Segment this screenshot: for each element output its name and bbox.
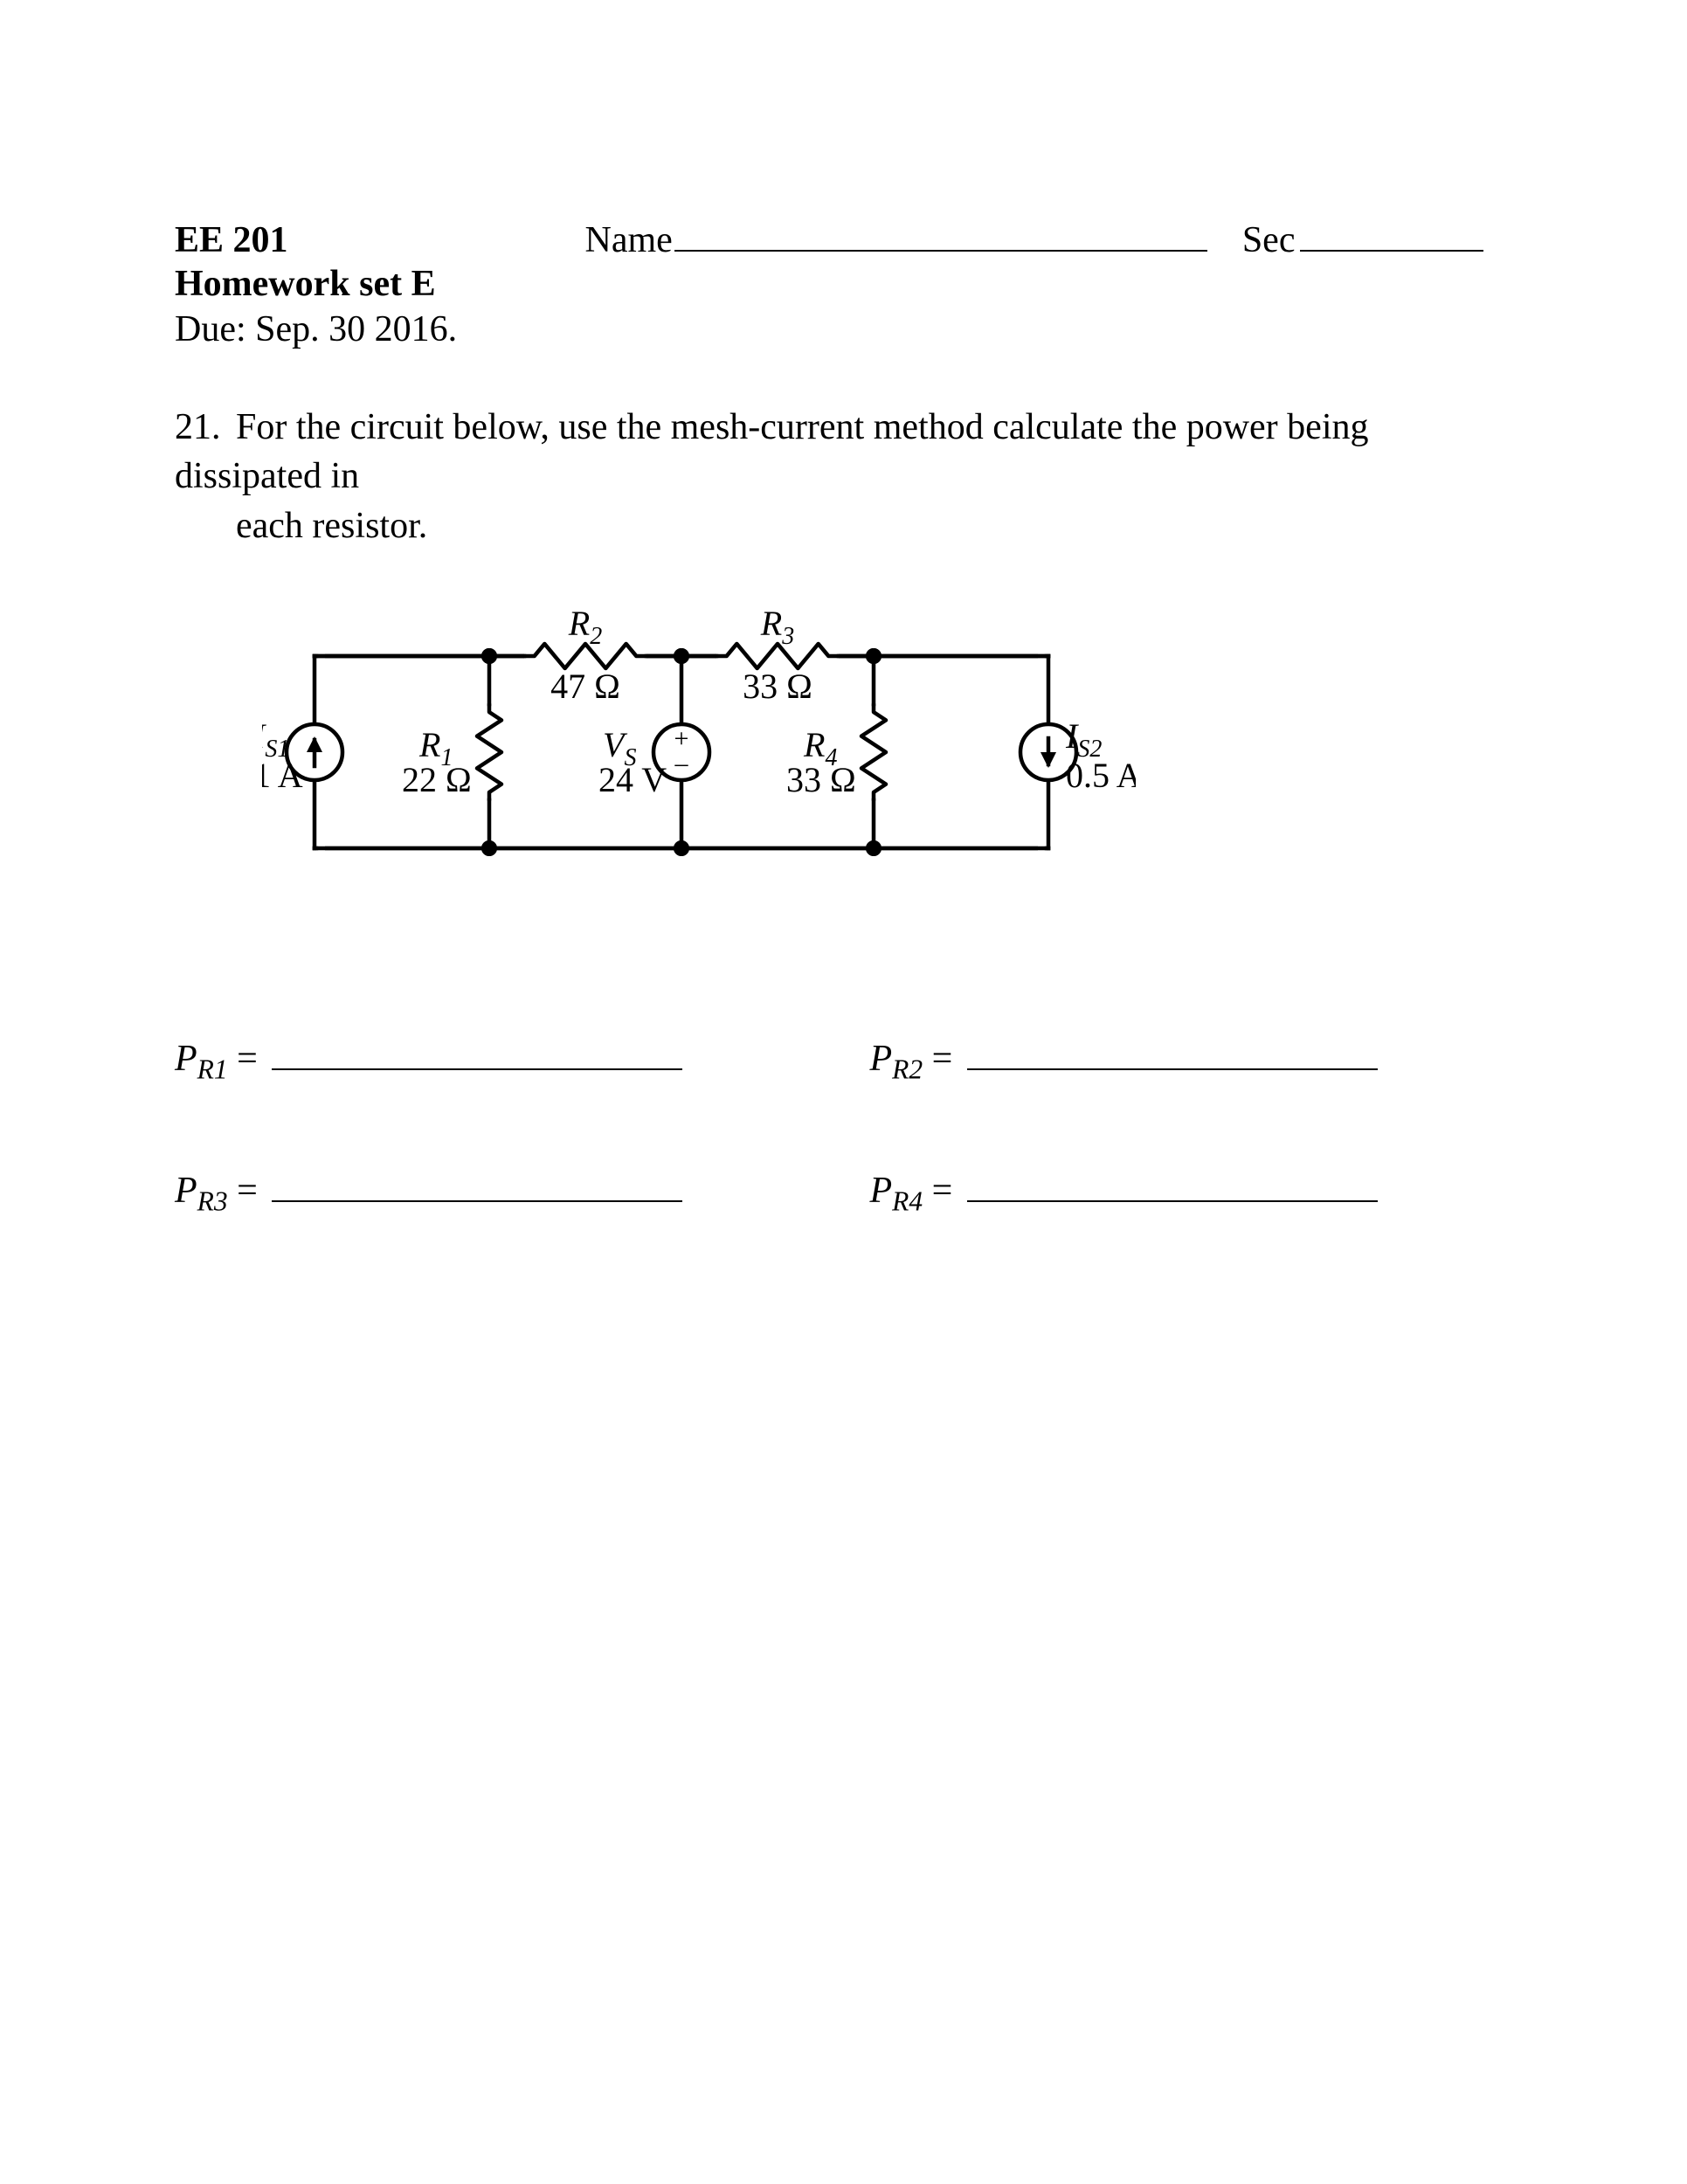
course-code: EE 201 [175, 218, 288, 262]
svg-text:47 Ω: 47 Ω [550, 667, 620, 706]
section-blank-line[interactable] [1300, 210, 1483, 252]
answer-pr4: PR4 = [870, 1164, 1513, 1217]
question-text-line2: each resistor. [236, 501, 1512, 551]
answer-pr1-blank[interactable] [272, 1032, 682, 1070]
svg-text:24 V: 24 V [598, 760, 667, 799]
answer-pr2-blank[interactable] [967, 1032, 1378, 1070]
question-number: 21. [175, 403, 236, 453]
svg-text:1 A: 1 A [262, 756, 303, 795]
due-date: Due: Sep. 30 2016. [175, 308, 1512, 350]
answers-grid: PR1 = PR2 = PR3 = PR4 = [175, 1032, 1512, 1218]
answer-pr2: PR2 = [870, 1032, 1513, 1085]
svg-text:33 Ω: 33 Ω [786, 760, 856, 799]
name-blank-line[interactable] [674, 210, 1207, 252]
answer-pr3: PR3 = [175, 1164, 818, 1217]
svg-text:–: – [674, 749, 689, 778]
svg-text:22 Ω: 22 Ω [402, 760, 472, 799]
question-text-line1: For the circuit below, use the mesh-curr… [175, 407, 1368, 497]
svg-text:0.5 A: 0.5 A [1066, 756, 1136, 795]
homework-set-title: Homework set E [175, 263, 1512, 305]
answer-pr1: PR1 = [175, 1032, 818, 1085]
answer-pr4-blank[interactable] [967, 1164, 1378, 1202]
name-label: Name [585, 218, 673, 262]
svg-text:33 Ω: 33 Ω [743, 667, 812, 706]
answer-pr3-blank[interactable] [272, 1164, 682, 1202]
circuit-diagram: +–IS11 AIS20.5 AR122 ΩR433 ΩVS24 VR247 Ω… [262, 604, 1512, 918]
question-block: 21.For the circuit below, use the mesh-c… [175, 403, 1512, 551]
section-label: Sec [1242, 218, 1296, 262]
page: EE 201 Name Sec Homework set E Due: Sep.… [0, 0, 1687, 2184]
header-row: EE 201 Name Sec [175, 210, 1512, 263]
